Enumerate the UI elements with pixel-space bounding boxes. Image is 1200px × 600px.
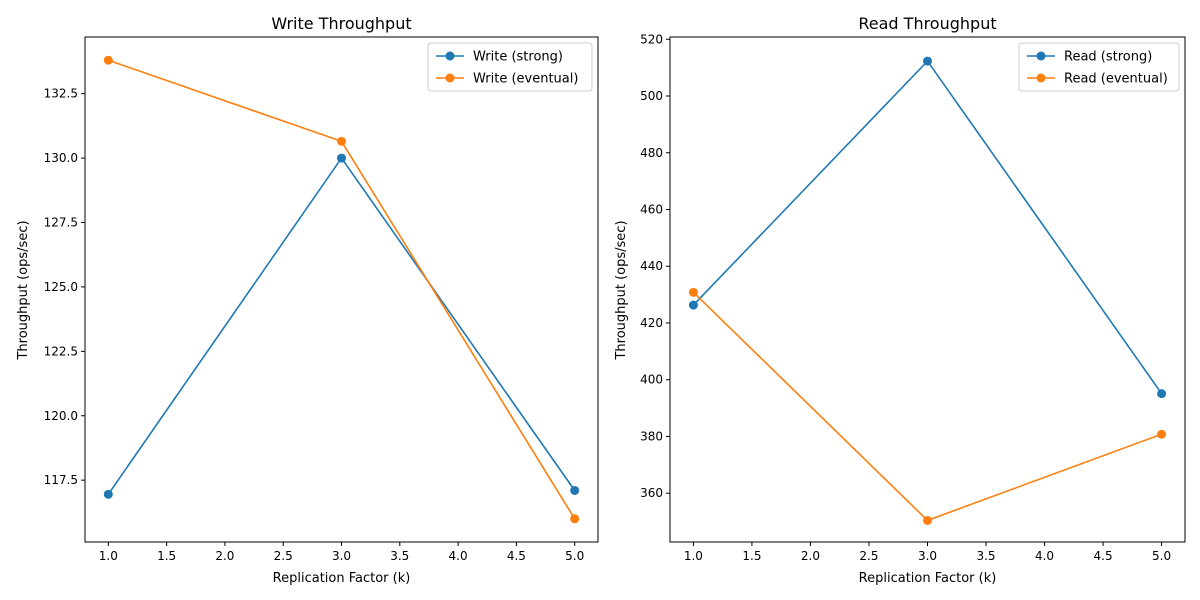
plot-frame	[84, 36, 599, 543]
y-axis-label: Throughput (ops/sec)	[614, 220, 629, 360]
legend: Read (strong) Read (eventual)	[1018, 42, 1180, 92]
x-tick-label: 2.5	[859, 549, 878, 563]
y-tick-label: 520	[640, 32, 663, 46]
x-tick-label: 4.5	[507, 549, 526, 563]
x-tick-label: 1.0	[684, 549, 703, 563]
y-tick-label: 380	[640, 429, 663, 443]
x-tick-label: 4.0	[449, 549, 468, 563]
legend-marker	[1036, 51, 1046, 61]
legend-label: Read (strong)	[1064, 50, 1152, 65]
data-point	[923, 515, 932, 525]
legend-box	[427, 42, 593, 92]
data-point	[570, 485, 580, 495]
data-point	[923, 56, 932, 66]
legend-marker	[445, 73, 455, 83]
y-tick-label: 132.5	[44, 87, 78, 101]
axis-ticks: 1.0 1.5 2.0 2.5 3.0 3.5 4.0 4.5 5.0 117.5 120.0 122…	[44, 87, 585, 563]
x-tick-label: 3.0	[918, 549, 937, 563]
x-tick-label: 5.0	[1152, 549, 1171, 563]
data-point	[1157, 389, 1167, 399]
data-point	[337, 153, 346, 163]
x-axis-label: Replication Factor (k)	[273, 571, 411, 586]
plot-area	[103, 55, 580, 524]
chart-title: Read Throughput	[858, 14, 996, 33]
y-tick-label: 400	[640, 373, 663, 387]
y-tick-label: 420	[640, 316, 663, 330]
x-tick-label: 4.5	[1094, 549, 1113, 563]
chart-title: Write Throughput	[271, 14, 411, 33]
y-axis-label: Throughput (ops/sec)	[16, 220, 31, 360]
x-tick-label: 2.5	[274, 549, 293, 563]
data-point	[688, 287, 698, 297]
axis-ticks: 1.0 1.5 2.0 2.5 3.0 3.5 4.0 4.5 5.0 360 380 400 420 4…	[640, 32, 1171, 563]
x-tick-label: 5.0	[565, 549, 584, 563]
x-tick-label: 1.0	[99, 549, 118, 563]
plot-area	[688, 56, 1167, 525]
legend-label: Read (eventual)	[1064, 72, 1168, 87]
y-tick-label: 122.5	[44, 344, 78, 358]
x-tick-label: 1.5	[742, 549, 761, 563]
legend: Write (strong) Write (eventual)	[427, 42, 593, 92]
data-point	[688, 300, 698, 310]
x-tick-label: 2.0	[801, 549, 820, 563]
legend-marker	[445, 51, 455, 61]
legend-label: Write (eventual)	[473, 72, 578, 87]
x-tick-label: 2.0	[215, 549, 234, 563]
data-point	[103, 55, 113, 65]
x-tick-label: 3.0	[332, 549, 351, 563]
y-tick-label: 117.5	[44, 473, 78, 487]
data-point	[103, 489, 113, 499]
data-point	[1157, 429, 1167, 439]
legend-box	[1018, 42, 1180, 92]
legend-marker	[1036, 73, 1046, 83]
write-throughput-chart: Write Throughput Replication Factor (k) …	[16, 14, 599, 586]
y-tick-label: 125.0	[44, 280, 78, 294]
plot-frame	[669, 36, 1186, 543]
x-tick-label: 3.5	[976, 549, 995, 563]
y-tick-label: 130.0	[44, 151, 78, 165]
y-tick-label: 440	[640, 259, 663, 273]
data-point	[337, 136, 346, 146]
y-tick-label: 500	[640, 89, 663, 103]
x-tick-label: 4.0	[1035, 549, 1054, 563]
y-tick-label: 480	[640, 146, 663, 160]
legend-label: Write (strong)	[473, 50, 563, 65]
y-tick-label: 460	[640, 202, 663, 216]
x-tick-label: 3.5	[390, 549, 409, 563]
x-tick-label: 1.5	[157, 549, 176, 563]
x-axis-label: Replication Factor (k)	[859, 571, 997, 586]
y-tick-label: 120.0	[44, 409, 78, 423]
data-point	[570, 514, 580, 524]
y-tick-label: 360	[640, 486, 663, 500]
y-tick-label: 127.5	[44, 216, 78, 230]
read-throughput-chart: Read Throughput Replication Factor (k) T…	[614, 14, 1186, 586]
